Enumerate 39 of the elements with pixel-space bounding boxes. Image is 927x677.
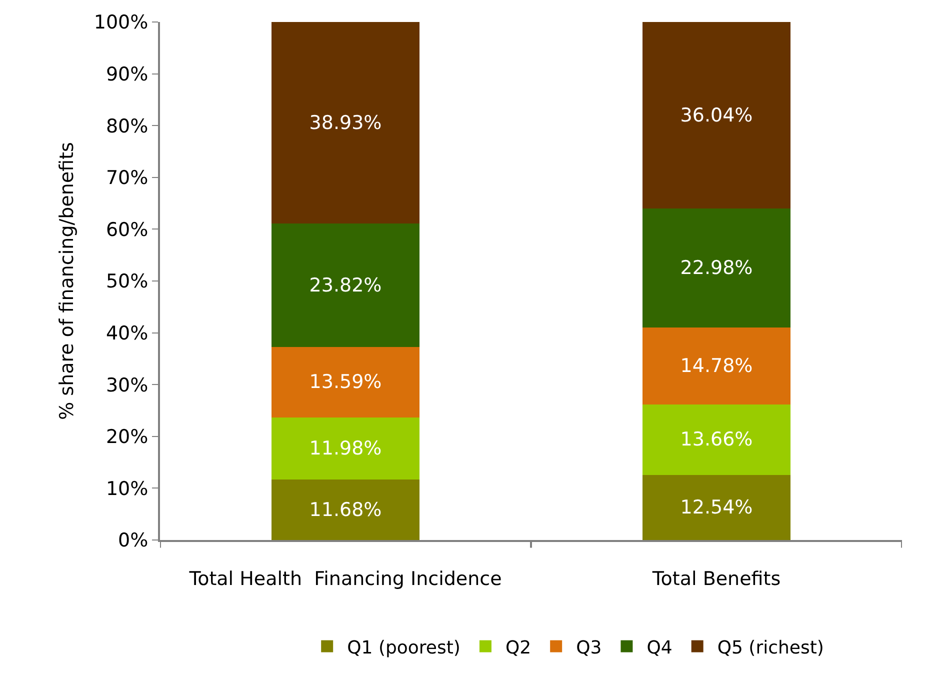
data-label: 11.98% [309, 437, 382, 460]
y-tick-label: 90% [106, 63, 148, 86]
y-tick-label: 60% [106, 218, 148, 241]
data-label: 36.04% [680, 104, 753, 126]
legend-label: Q2 [505, 637, 532, 658]
y-tick-label: 70% [106, 167, 148, 190]
data-label: 11.68% [309, 498, 382, 521]
data-label: 12.54% [680, 496, 753, 519]
bar [642, 404, 791, 476]
legend-label: Q1 (poorest) [347, 637, 460, 658]
y-axis-title: % share of financing/benefits [56, 142, 78, 420]
bar [642, 208, 791, 328]
y-tick-label: 40% [106, 322, 148, 344]
y-tick-label: 0% [118, 530, 148, 552]
bar [642, 328, 791, 404]
bar [271, 224, 420, 348]
x-tick-label: Total Benefits [651, 568, 781, 590]
legend-label: Q5 (richest) [717, 637, 824, 658]
bar [642, 475, 791, 540]
y-tick-label: 30% [106, 374, 148, 396]
y-tick-label: 80% [106, 115, 148, 138]
y-tick-label: 100% [94, 12, 148, 34]
bar [271, 22, 420, 224]
data-label: 22.98% [680, 257, 753, 280]
y-tick-label: 10% [106, 478, 148, 500]
bar [271, 347, 420, 418]
y-tick-label: 50% [106, 270, 148, 293]
legend-label: Q4 [646, 637, 672, 658]
x-tick-label: Total Health Financing Incidence [188, 568, 502, 590]
data-label: 38.93% [309, 112, 382, 134]
legend-label: Q3 [576, 637, 602, 658]
bar [271, 417, 420, 480]
bar [271, 480, 420, 540]
data-label: 14.78% [680, 355, 753, 377]
data-label: 23.82% [309, 274, 382, 296]
y-tick-label: 20% [106, 426, 148, 448]
bar [642, 22, 791, 209]
data-label: 13.59% [309, 371, 382, 394]
data-label: 13.66% [680, 428, 753, 451]
